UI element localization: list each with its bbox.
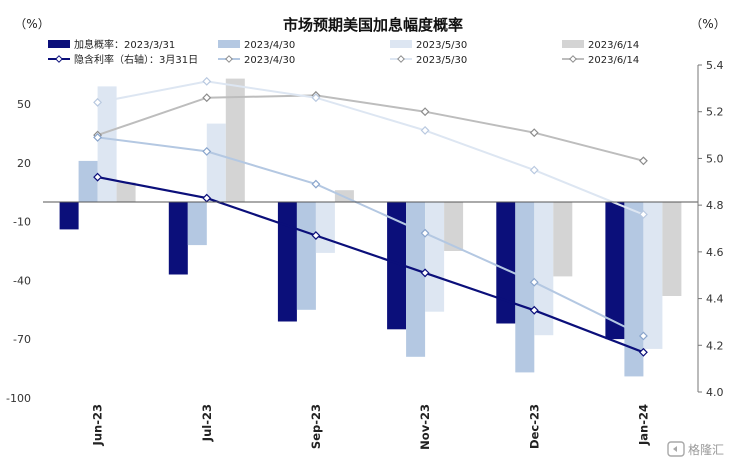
line-point-2-jul-23 [202,146,212,156]
bar-3-jan-24 [643,202,663,349]
bar-1-jul-23 [168,202,188,275]
right-tick-label: 5.2 [706,106,724,119]
legend-label-bar-1: 加息概率：2023/3/31 [74,38,175,51]
bar-4-jul-23 [225,78,245,202]
line-point-2-sep-23 [311,179,321,189]
legend-marker-line-4 [569,55,577,63]
legend-marker-line-3 [397,55,405,63]
bar-4-jan-24 [662,202,682,296]
bar-3-sep-23 [315,202,335,253]
legend-marker-line-1 [55,55,63,63]
line-point-1-nov-23 [420,268,430,278]
legend-swatch-bar-2 [218,40,240,48]
gelonghui-logo-icon [667,441,685,457]
line-point-4-jan-24 [638,156,648,166]
axes: 50 20 -10 -40 -70 -100 5.4 5.2 5.0 4.8 4.6 4.4 4.2 4.… [6,59,723,450]
watermark: 格隆汇 [667,441,724,457]
bar-2-sep-23 [296,202,316,310]
right-tick-label: 5.0 [706,152,724,165]
bar-1-dec-23 [496,202,516,324]
right-tick-label: 4.8 [706,199,724,212]
line-point-4-dec-23 [529,128,539,138]
legend-label-bar-4: 2023/6/14 [588,40,639,51]
gelonghui-logo-mark [673,446,677,452]
bar-1-nov-23 [387,202,407,330]
legend-swatch-bar-3 [390,40,412,48]
bar-4-nov-23 [444,202,464,251]
line-series-1 [97,176,644,354]
bar-2-dec-23 [515,202,535,373]
line-series-2 [97,136,644,337]
x-tick-label: Jun-23 [91,404,105,446]
bar-1-jan-24 [605,202,625,340]
left-tick-label: -70 [13,333,31,346]
bar-1-sep-23 [277,202,297,322]
left-tick-label: -40 [13,274,31,287]
legend-label-line-1: 隐含利率（右轴）：3月31日 [74,53,198,66]
line-series-4 [97,94,644,162]
line-point-3-jul-23 [202,76,212,86]
bar-3-jun-23 [97,86,117,202]
line-point-4-jul-23 [202,93,212,103]
bar-3-dec-23 [534,202,554,336]
legend-label-line-2: 2023/4/30 [244,55,295,66]
line-point-2-dec-23 [529,277,539,287]
right-tick-label: 4.6 [706,246,724,259]
right-tick-label: 4.0 [706,386,724,399]
line-point-3-sep-23 [311,93,321,103]
legend-label-bar-2: 2023/4/30 [244,40,295,51]
left-axis-unit: （%） [14,17,49,31]
left-tick-label: -100 [6,392,31,405]
bar-4-jun-23 [116,182,136,202]
bar-4-dec-23 [553,202,573,277]
left-tick-label: -10 [13,216,31,229]
legend-marker-line-2 [225,55,233,63]
left-tick-label: 50 [17,98,31,111]
line-series-group [93,76,648,357]
bar-2-jul-23 [187,202,207,246]
x-tick-label: Sep-23 [309,404,323,449]
right-axis-unit: （%） [690,17,725,31]
line-point-2-jan-24 [638,331,648,341]
bar-series-group [59,78,682,377]
line-point-3-dec-23 [529,165,539,175]
line-point-4-nov-23 [420,107,430,117]
legend-label-bar-3: 2023/5/30 [416,40,467,51]
left-tick-label: 20 [17,157,31,170]
legend-swatch-bar-4 [562,40,584,48]
legend-label-line-4: 2023/6/14 [588,55,639,66]
line-point-1-jan-24 [638,347,648,357]
x-tick-label: Jul-23 [200,404,214,442]
right-tick-label: 4.4 [706,293,724,306]
line-series-3 [97,80,644,216]
legend-swatch-bar-1 [48,40,70,48]
bar-2-jun-23 [78,160,98,202]
x-tick-label: Nov-23 [418,404,432,450]
line-point-3-jun-23 [93,97,103,107]
chart-title: 市场预期美国加息幅度概率 [283,16,463,34]
line-point-3-nov-23 [420,125,430,135]
line-point-1-jun-23 [93,172,103,182]
legend-label-line-3: 2023/5/30 [416,55,467,66]
line-point-2-nov-23 [420,228,430,238]
line-point-1-dec-23 [529,305,539,315]
x-tick-label: Jan-24 [636,404,650,446]
bar-3-jul-23 [206,123,226,202]
line-point-2-jun-23 [93,132,103,142]
bar-2-nov-23 [406,202,426,357]
right-tick-label: 5.4 [706,59,724,72]
right-tick-label: 4.2 [706,339,724,352]
watermark-text: 格隆汇 [688,442,724,457]
line-point-1-sep-23 [311,231,321,240]
bar-1-jun-23 [59,202,79,230]
x-tick-label: Dec-23 [527,404,541,449]
line-point-3-jan-24 [638,210,648,219]
legend: 加息概率：2023/3/31 2023/4/30 2023/5/30 2023/6/1… [48,38,639,66]
bar-3-nov-23 [425,202,445,312]
